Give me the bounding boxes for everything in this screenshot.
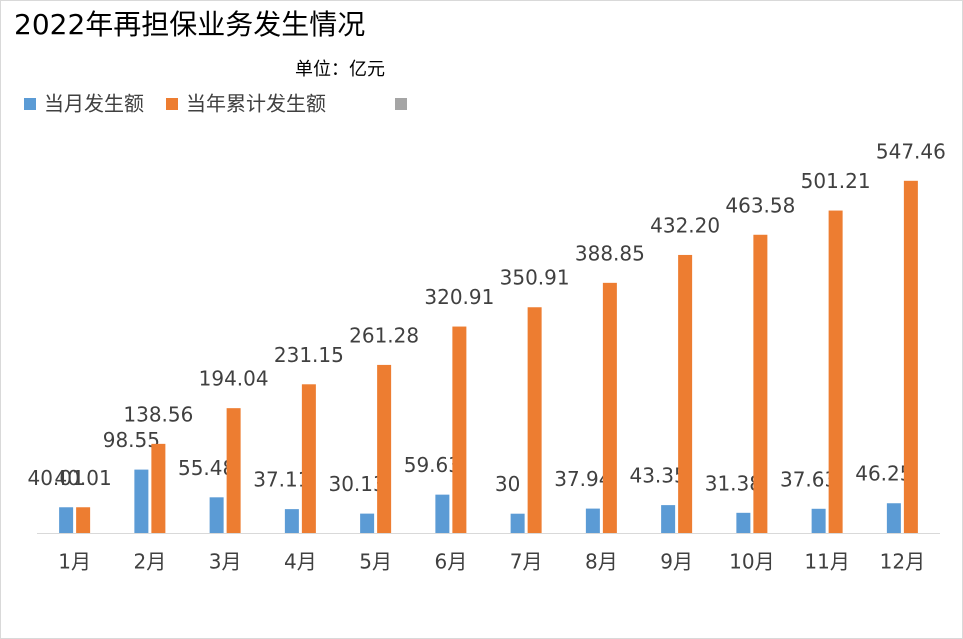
x-tick-label: 7月 xyxy=(510,550,543,574)
data-label: 30.13 xyxy=(328,472,385,496)
bar xyxy=(903,180,918,534)
x-tick-label: 2月 xyxy=(134,550,167,574)
x-tick-label: 6月 xyxy=(435,550,468,574)
bar xyxy=(510,513,525,533)
bar xyxy=(301,384,316,533)
data-label: 388.85 xyxy=(575,241,645,265)
data-label: 30 xyxy=(495,472,520,496)
legend-label: 当月发生额 xyxy=(44,92,144,116)
data-label: 40.01 xyxy=(54,466,111,490)
bar xyxy=(452,326,467,533)
bar xyxy=(811,508,826,533)
data-label: 55.48 xyxy=(178,456,235,480)
x-tick-label: 10月 xyxy=(729,550,774,574)
data-label: 98.55 xyxy=(103,428,160,452)
bar xyxy=(585,508,600,533)
bar xyxy=(284,509,299,533)
bar xyxy=(151,443,166,533)
data-label: 320.91 xyxy=(424,285,494,309)
data-label: 37.94 xyxy=(554,467,611,491)
bar xyxy=(377,364,392,533)
bar xyxy=(134,469,149,533)
bar xyxy=(435,494,450,533)
data-label: 432.20 xyxy=(650,213,720,237)
bar xyxy=(59,507,74,533)
data-label: 194.04 xyxy=(199,367,269,391)
data-label: 59.63 xyxy=(404,453,461,477)
data-label: 463.58 xyxy=(725,193,795,217)
bar xyxy=(76,507,91,533)
bar xyxy=(360,513,375,533)
data-label: 46.25 xyxy=(855,462,912,486)
bar xyxy=(209,497,224,533)
data-label: 43.35 xyxy=(629,464,686,488)
bar xyxy=(753,234,768,533)
chart-title: 2022年再担保业务发生情况 xyxy=(14,8,365,41)
bar xyxy=(661,505,676,533)
x-tick-label: 8月 xyxy=(585,550,618,574)
bar xyxy=(527,307,542,533)
data-label: 31.38 xyxy=(705,471,762,495)
data-label: 37.63 xyxy=(780,467,837,491)
x-tick-label: 9月 xyxy=(660,550,693,574)
bar xyxy=(736,512,751,533)
legend-swatch xyxy=(166,98,178,110)
data-label: 40.01 xyxy=(27,466,84,490)
data-label: 37.11 xyxy=(253,468,310,492)
bar xyxy=(602,282,617,533)
legend-swatch xyxy=(24,98,36,110)
bar xyxy=(226,408,241,533)
x-tick-label: 3月 xyxy=(209,550,242,574)
data-label: 547.46 xyxy=(876,139,946,163)
x-tick-label: 12月 xyxy=(880,550,925,574)
data-label: 350.91 xyxy=(500,266,570,290)
chart-subtitle: 单位：亿元 xyxy=(295,59,385,80)
legend-swatch xyxy=(395,98,407,110)
bar xyxy=(828,210,843,533)
x-tick-label: 4月 xyxy=(284,550,317,574)
legend-label: 当年累计发生额 xyxy=(186,92,326,116)
data-label: 138.56 xyxy=(123,402,193,426)
data-label: 261.28 xyxy=(349,323,419,347)
data-label: 501.21 xyxy=(801,169,871,193)
x-tick-label: 11月 xyxy=(804,550,849,574)
bar xyxy=(886,503,901,533)
x-tick-label: 5月 xyxy=(359,550,392,574)
data-label: 231.15 xyxy=(274,343,344,367)
x-tick-label: 1月 xyxy=(58,550,91,574)
bar xyxy=(678,254,693,533)
